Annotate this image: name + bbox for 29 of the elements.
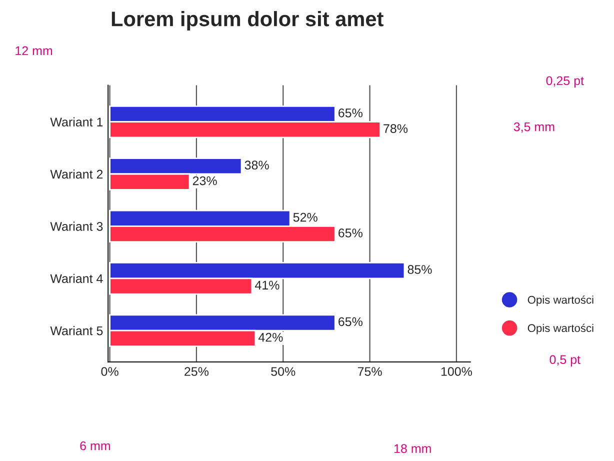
data-label: 65% xyxy=(338,228,362,238)
y-tick-label: Wariant 5 xyxy=(50,326,103,336)
data-label: 52% xyxy=(293,212,318,222)
text: 3,5 mm xyxy=(514,122,554,133)
data-label: 23% xyxy=(192,176,217,186)
x-tick-label: 25% xyxy=(184,367,209,376)
x-tick-label: 75% xyxy=(358,367,382,376)
text: 0,25 pt xyxy=(546,76,584,88)
y-tick-label: Wariant 4 xyxy=(50,274,103,284)
data-label: 38% xyxy=(244,160,269,170)
data-label: 42% xyxy=(258,332,283,342)
text: 6 mm xyxy=(80,441,110,450)
text: 12 mm xyxy=(16,46,52,56)
text: 0,5 pt xyxy=(550,355,580,366)
legend-label: Opis wartości xyxy=(528,295,594,306)
data-label: 78% xyxy=(384,124,408,133)
x-tick-label: 50% xyxy=(271,367,296,376)
y-tick-label: Wariant 1 xyxy=(50,117,103,126)
y-tick-label: Wariant 2 xyxy=(50,169,103,179)
legend-label: Opis wartości xyxy=(528,324,594,334)
chart-title: Lorem ipsum dolor sit amet xyxy=(112,11,384,30)
data-label: 85% xyxy=(408,265,432,274)
x-tick-label: 0% xyxy=(101,367,118,376)
data-label: 65% xyxy=(338,317,362,326)
y-tick-label: Wariant 3 xyxy=(50,222,103,231)
x-tick-label: 100% xyxy=(441,367,472,376)
data-label: 65% xyxy=(338,108,362,118)
data-label: 41% xyxy=(254,280,280,290)
text: 18 mm xyxy=(394,444,431,453)
